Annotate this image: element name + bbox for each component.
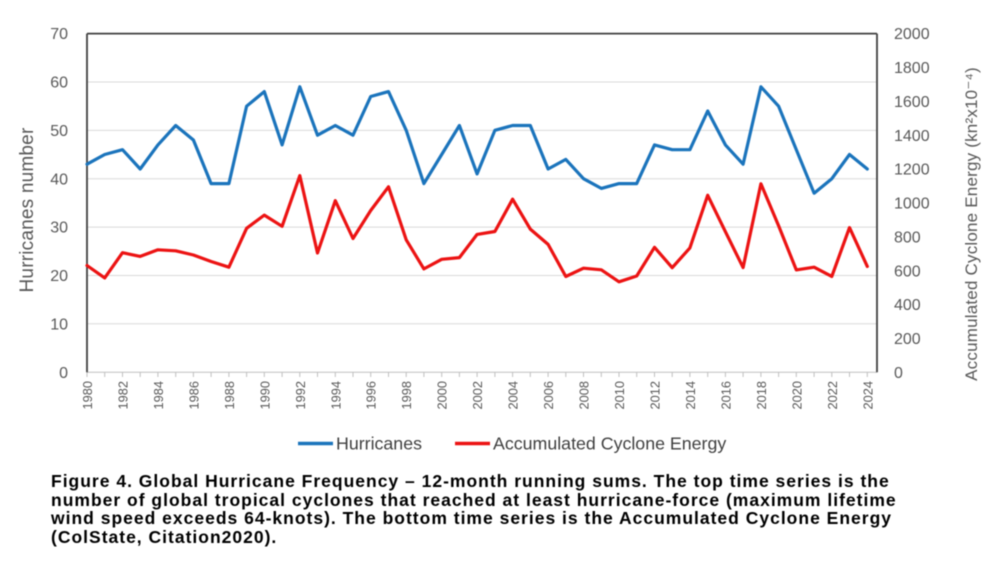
svg-text:1984: 1984 bbox=[151, 381, 166, 409]
svg-text:1996: 1996 bbox=[364, 381, 379, 409]
svg-text:2002: 2002 bbox=[470, 381, 485, 409]
svg-text:2020: 2020 bbox=[789, 381, 804, 409]
svg-text:400: 400 bbox=[894, 297, 921, 314]
svg-text:800: 800 bbox=[894, 229, 921, 246]
svg-text:1600: 1600 bbox=[894, 94, 930, 111]
svg-text:2018: 2018 bbox=[754, 381, 769, 409]
svg-text:60: 60 bbox=[50, 75, 68, 92]
svg-text:1998: 1998 bbox=[399, 381, 414, 409]
svg-text:0: 0 bbox=[59, 365, 68, 382]
svg-text:1400: 1400 bbox=[894, 128, 930, 145]
svg-text:Accumulated Cyclone Energy (kn: Accumulated Cyclone Energy (kn²x10⁻⁴) bbox=[962, 67, 981, 381]
svg-text:1800: 1800 bbox=[894, 60, 930, 77]
svg-text:10: 10 bbox=[50, 316, 68, 333]
svg-text:2014: 2014 bbox=[683, 381, 698, 409]
svg-text:1982: 1982 bbox=[116, 381, 131, 409]
svg-text:1988: 1988 bbox=[222, 381, 237, 409]
svg-text:Hurricanes: Hurricanes bbox=[336, 434, 422, 454]
svg-text:2024: 2024 bbox=[860, 381, 875, 409]
svg-text:0: 0 bbox=[894, 365, 903, 382]
svg-text:70: 70 bbox=[50, 26, 68, 43]
svg-text:1994: 1994 bbox=[328, 381, 343, 409]
svg-text:200: 200 bbox=[894, 331, 921, 348]
svg-text:1980: 1980 bbox=[80, 381, 95, 409]
svg-text:1986: 1986 bbox=[186, 381, 201, 409]
svg-text:2008: 2008 bbox=[577, 381, 592, 409]
svg-text:1990: 1990 bbox=[257, 381, 272, 409]
svg-text:2016: 2016 bbox=[718, 381, 733, 409]
svg-text:2022: 2022 bbox=[825, 381, 840, 409]
svg-text:1992: 1992 bbox=[293, 381, 308, 409]
svg-text:40: 40 bbox=[50, 171, 68, 188]
svg-text:20: 20 bbox=[50, 268, 68, 285]
svg-text:2012: 2012 bbox=[648, 381, 663, 409]
svg-text:2000: 2000 bbox=[894, 26, 930, 43]
svg-text:1200: 1200 bbox=[894, 162, 930, 179]
svg-text:2004: 2004 bbox=[506, 381, 521, 409]
svg-text:50: 50 bbox=[50, 123, 68, 140]
svg-text:2010: 2010 bbox=[612, 381, 627, 409]
svg-text:1000: 1000 bbox=[894, 196, 930, 213]
svg-text:Accumulated Cyclone Energy: Accumulated Cyclone Energy bbox=[493, 434, 726, 454]
svg-text:30: 30 bbox=[50, 220, 68, 237]
svg-text:600: 600 bbox=[894, 263, 921, 280]
svg-text:2000: 2000 bbox=[435, 381, 450, 409]
svg-text:Hurricanes number: Hurricanes number bbox=[17, 127, 38, 292]
svg-text:2006: 2006 bbox=[541, 381, 556, 409]
